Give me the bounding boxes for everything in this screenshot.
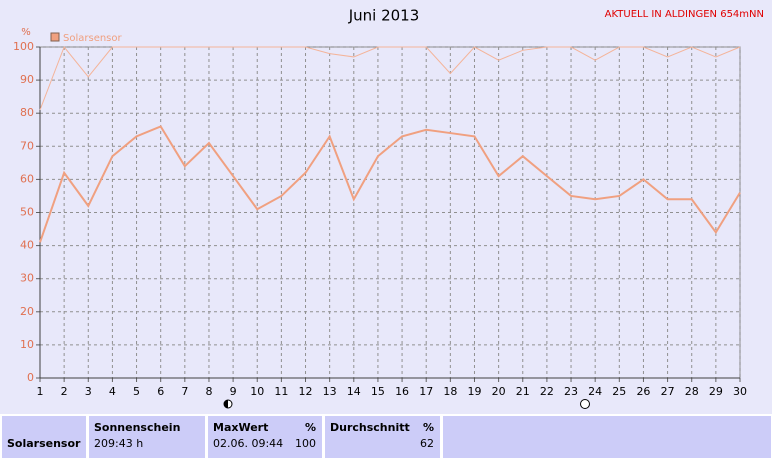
x-tick-label: 26 xyxy=(636,385,650,398)
x-tick-label: 21 xyxy=(516,385,530,398)
x-tick-label: 1 xyxy=(37,385,44,398)
x-tick-label: 28 xyxy=(685,385,699,398)
x-tick-label: 5 xyxy=(133,385,140,398)
y-tick-label: 90 xyxy=(20,73,34,86)
x-tick-label: 4 xyxy=(109,385,116,398)
x-tick-label: 9 xyxy=(230,385,237,398)
x-tick-label: 16 xyxy=(395,385,409,398)
x-tick-label: 6 xyxy=(157,385,164,398)
cell-value: 02.06. 09:44 xyxy=(213,437,283,450)
x-tick-label: 22 xyxy=(540,385,554,398)
x-tick-label: 17 xyxy=(419,385,433,398)
y-tick-label: 60 xyxy=(20,172,34,185)
y-tick-label: 70 xyxy=(20,139,34,152)
table-cell xyxy=(441,414,772,458)
x-tick-label: 25 xyxy=(612,385,626,398)
x-tick-label: 30 xyxy=(733,385,747,398)
y-tick-label: 30 xyxy=(20,272,34,285)
moon-icon-shade xyxy=(224,400,228,408)
x-tick-label: 2 xyxy=(61,385,68,398)
x-tick-label: 3 xyxy=(85,385,92,398)
row-label: Solarsensor xyxy=(7,437,81,450)
y-tick-label: 20 xyxy=(20,305,34,318)
table-cell xyxy=(0,414,88,458)
data-line xyxy=(39,46,741,111)
chart-title: Juni 2013 xyxy=(348,7,420,25)
col-unit: % xyxy=(305,421,316,434)
y-axis-unit: % xyxy=(21,27,31,38)
y-tick-label: 80 xyxy=(20,106,34,119)
x-tick-label: 10 xyxy=(250,385,264,398)
y-tick-label: 100 xyxy=(13,40,34,53)
x-tick-label: 15 xyxy=(371,385,385,398)
x-tick-label: 8 xyxy=(205,385,212,398)
x-tick-label: 20 xyxy=(492,385,506,398)
legend-label: Solarsensor xyxy=(63,33,123,44)
table-cell xyxy=(206,414,324,458)
x-tick-label: 7 xyxy=(181,385,188,398)
data-line xyxy=(39,125,741,243)
x-tick-label: 29 xyxy=(709,385,723,398)
x-tick-label: 14 xyxy=(347,385,361,398)
y-tick-label: 40 xyxy=(20,239,34,252)
table-cell xyxy=(87,414,207,458)
y-tick-label: 50 xyxy=(20,206,34,219)
x-tick-label: 24 xyxy=(588,385,602,398)
x-tick-label: 19 xyxy=(467,385,481,398)
legend-swatch xyxy=(50,32,60,42)
col-header: Durchschnitt xyxy=(330,421,410,434)
col-header: MaxWert xyxy=(213,421,268,434)
x-tick-label: 23 xyxy=(564,385,578,398)
x-tick-label: 27 xyxy=(661,385,675,398)
summary-table: Solarsensor Sonnenschein 209:43 h MaxWer… xyxy=(0,414,772,458)
full-moon-icon xyxy=(580,399,590,409)
x-tick-label: 12 xyxy=(299,385,313,398)
col-header: Sonnenschein xyxy=(94,421,180,434)
table-cell xyxy=(323,414,442,458)
cell-value: 62 xyxy=(420,437,434,450)
y-tick-label: 0 xyxy=(27,371,34,384)
col-unit: % xyxy=(423,421,434,434)
x-tick-label: 18 xyxy=(443,385,457,398)
cell-value: 100 xyxy=(295,437,316,450)
station-note: AKTUELL IN ALDINGEN 654mNN xyxy=(605,9,764,20)
cell-value: 209:43 h xyxy=(94,437,143,450)
x-tick-label: 13 xyxy=(323,385,337,398)
y-tick-label: 10 xyxy=(20,338,34,351)
x-tick-label: 11 xyxy=(274,385,288,398)
